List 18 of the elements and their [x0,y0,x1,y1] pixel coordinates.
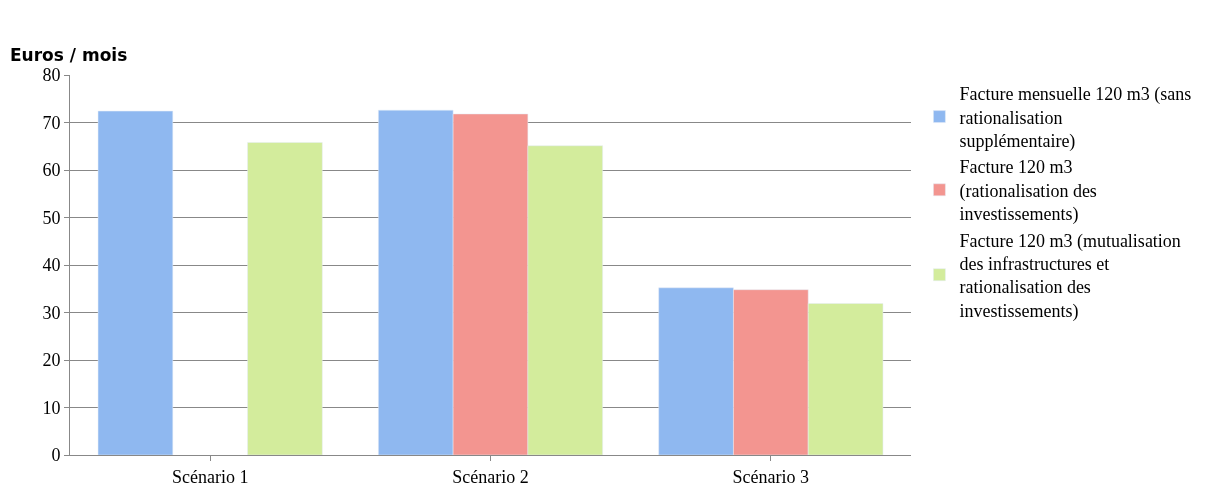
legend-label: Facture 120 m3 (rationalisation des investissements) [959,157,1097,226]
y-axis-title: Euros / mois [10,45,128,65]
y-tick-label: 40 [42,255,61,276]
bar [247,142,323,455]
y-tick-label: 50 [42,207,61,228]
y-tick-label: 80 [42,65,61,86]
x-tick-label: Scénario 3 [732,466,810,487]
y-tick-label: 30 [42,302,61,323]
x-tick-label: Scénario 2 [452,466,529,487]
y-tick-label: 20 [42,350,61,371]
x-tick-label: Scénario 1 [171,466,249,487]
y-tick-label: 10 [42,397,61,418]
y-tick-label: 0 [51,445,61,466]
legend-label: Facture 120 m3 (mutualisation des infrastructures et rationalisation des investissements) [959,230,1181,322]
y-tick-label: 60 [42,160,61,181]
legend-label: Facture mensuelle 120 m3 (sans rationalisation supplémentaire) [959,84,1192,153]
bar [97,110,174,455]
y-tick-label: 70 [42,112,61,133]
